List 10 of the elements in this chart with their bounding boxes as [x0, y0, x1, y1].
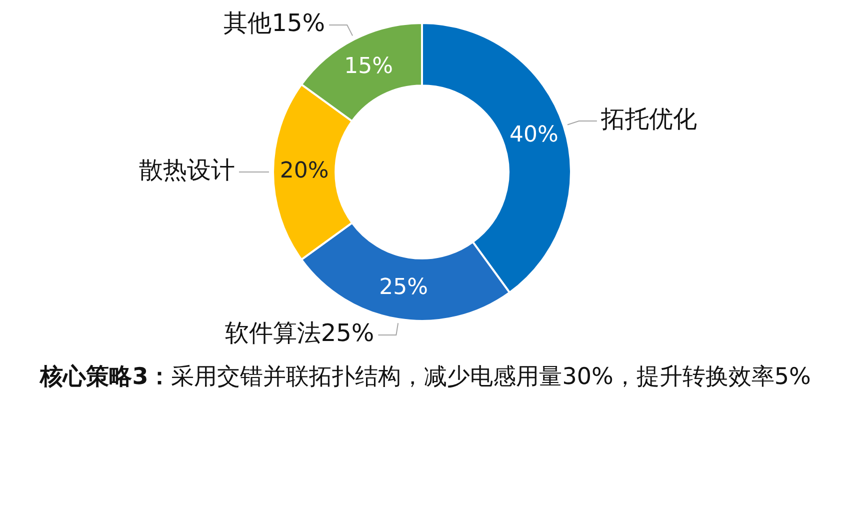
data-label: 15%	[344, 54, 394, 79]
data-label: 20%	[280, 158, 329, 184]
data-label: 40%	[509, 122, 558, 148]
slice-label: 软件算法25%	[224, 319, 374, 348]
slice-label: 拓托优化	[600, 105, 697, 134]
text: 核心策略3：	[40, 364, 172, 390]
text: 采用交错并联拓扑结构，减少电感用量30%，提升转换效率5%	[171, 364, 811, 390]
data-label: 25%	[379, 274, 428, 300]
slice-label: 其他15%	[224, 9, 326, 38]
slice-label: 散热设计	[139, 156, 235, 184]
